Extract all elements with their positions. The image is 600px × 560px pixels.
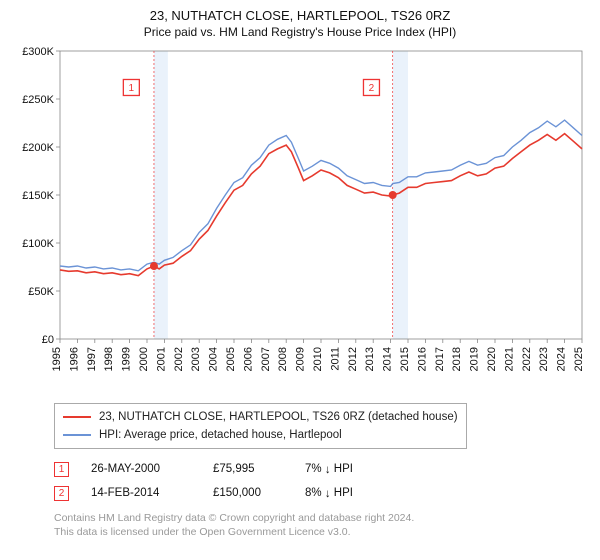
svg-text:2021: 2021 [503, 347, 515, 371]
svg-text:2005: 2005 [225, 347, 237, 371]
svg-text:2019: 2019 [469, 347, 481, 371]
svg-text:2: 2 [369, 83, 375, 94]
svg-text:£0: £0 [42, 334, 54, 346]
transaction-row: 1 26-MAY-2000 £75,995 7% ↓ HPI [54, 457, 588, 481]
transaction-date: 14-FEB-2014 [91, 487, 191, 499]
svg-text:2012: 2012 [347, 347, 359, 371]
svg-text:£50K: £50K [28, 286, 54, 298]
svg-text:2010: 2010 [312, 347, 324, 371]
svg-text:2025: 2025 [573, 347, 585, 371]
svg-text:1996: 1996 [68, 347, 80, 371]
svg-text:2017: 2017 [434, 347, 446, 371]
svg-text:£300K: £300K [22, 47, 54, 58]
chart-plot: £0 £50K £100K £150K £200K £250K £300K 1995 1996 1… [12, 47, 588, 397]
svg-text:2022: 2022 [521, 347, 533, 371]
title-block: 23, NUTHATCH CLOSE, HARTLEPOOL, TS26 0RZ… [12, 8, 588, 39]
svg-text:2024: 2024 [556, 347, 568, 371]
svg-text:£250K: £250K [22, 94, 54, 106]
svg-text:2013: 2013 [364, 347, 376, 371]
transaction-delta: 8% ↓ HPI [305, 487, 353, 499]
svg-text:2006: 2006 [242, 347, 254, 371]
legend-swatch [63, 434, 91, 436]
svg-text:2015: 2015 [399, 347, 411, 371]
transaction-price: £150,000 [213, 487, 283, 499]
svg-text:£100K: £100K [22, 238, 54, 250]
svg-text:1995: 1995 [51, 347, 63, 371]
chart-svg: £0 £50K £100K £150K £200K £250K £300K 1995 1996 1… [12, 47, 588, 397]
chart-container: 23, NUTHATCH CLOSE, HARTLEPOOL, TS26 0RZ… [0, 0, 600, 547]
legend: 23, NUTHATCH CLOSE, HARTLEPOOL, TS26 0RZ… [54, 403, 467, 449]
transaction-delta: 7% ↓ HPI [305, 463, 353, 475]
svg-text:2002: 2002 [173, 347, 185, 371]
svg-text:2008: 2008 [277, 347, 289, 371]
legend-item: HPI: Average price, detached house, Hart… [63, 426, 458, 444]
svg-text:£200K: £200K [22, 142, 54, 154]
svg-text:2001: 2001 [155, 347, 167, 371]
license-text: Contains HM Land Registry data © Crown c… [54, 511, 588, 539]
transaction-date: 26-MAY-2000 [91, 463, 191, 475]
svg-text:1998: 1998 [103, 347, 115, 371]
transactions-table: 1 26-MAY-2000 £75,995 7% ↓ HPI 2 14-FEB-… [54, 457, 588, 505]
svg-text:£150K: £150K [22, 190, 54, 202]
svg-text:2014: 2014 [382, 347, 394, 371]
svg-text:2016: 2016 [416, 347, 428, 371]
arrow-down-icon: ↓ [325, 488, 331, 500]
svg-text:1: 1 [129, 83, 135, 94]
transaction-marker: 2 [54, 486, 69, 501]
svg-text:2020: 2020 [486, 347, 498, 371]
chart-title: 23, NUTHATCH CLOSE, HARTLEPOOL, TS26 0RZ [12, 8, 588, 23]
svg-text:1999: 1999 [121, 347, 133, 371]
svg-text:2004: 2004 [208, 347, 220, 371]
svg-text:2018: 2018 [451, 347, 463, 371]
svg-text:1997: 1997 [86, 347, 98, 371]
svg-text:2011: 2011 [329, 347, 341, 371]
legend-label: 23, NUTHATCH CLOSE, HARTLEPOOL, TS26 0RZ… [99, 411, 458, 423]
svg-text:2000: 2000 [138, 347, 150, 371]
transaction-marker: 1 [54, 462, 69, 477]
chart-subtitle: Price paid vs. HM Land Registry's House … [12, 25, 588, 39]
transaction-row: 2 14-FEB-2014 £150,000 8% ↓ HPI [54, 481, 588, 505]
svg-text:2009: 2009 [295, 347, 307, 371]
legend-swatch [63, 416, 91, 418]
legend-label: HPI: Average price, detached house, Hart… [99, 429, 342, 441]
legend-item: 23, NUTHATCH CLOSE, HARTLEPOOL, TS26 0RZ… [63, 408, 458, 426]
arrow-down-icon: ↓ [325, 464, 331, 476]
svg-text:2023: 2023 [538, 347, 550, 371]
svg-text:2007: 2007 [260, 347, 272, 371]
svg-text:2003: 2003 [190, 347, 202, 371]
transaction-price: £75,995 [213, 463, 283, 475]
